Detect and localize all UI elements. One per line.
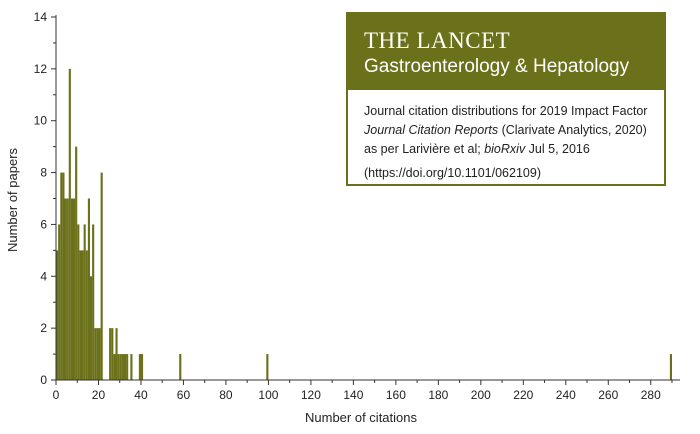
x-tick-label: 280 xyxy=(641,388,661,402)
histogram-bar xyxy=(109,328,112,380)
source-venue: bioRxiv xyxy=(484,142,526,156)
histogram-bar xyxy=(179,354,182,380)
x-axis-ticks: 0 20 40 60 80 100 120 140 160 180 200 220 240 260 280 xyxy=(53,380,673,402)
description-text: Journal citation distributions for 2019 … xyxy=(364,104,648,118)
histogram-bar xyxy=(87,198,90,380)
doi-link: (https://doi.org/10.1101/062109) xyxy=(364,166,541,180)
x-tick-label: 60 xyxy=(177,388,191,402)
histogram-bar xyxy=(98,328,101,380)
histogram-bar xyxy=(140,354,144,380)
x-tick-label: 120 xyxy=(301,388,321,402)
x-tick-label: 40 xyxy=(134,388,148,402)
histogram-bar xyxy=(58,224,61,380)
y-axis-ticks: 0 2 4 6 8 10 12 14 xyxy=(34,10,56,387)
report-name: Journal Citation Reports xyxy=(364,123,499,137)
y-tick-label: 12 xyxy=(34,62,48,76)
journal-title: THE LANCET xyxy=(364,28,511,53)
histogram-bar xyxy=(89,276,93,380)
journal-subtitle: Gastroenterology & Hepatology xyxy=(364,56,630,77)
histogram-bar xyxy=(56,250,59,380)
histogram-bar xyxy=(138,354,141,380)
histogram-bar xyxy=(60,172,63,380)
histogram-bar xyxy=(70,198,73,380)
journal-masthead: THE LANCET Gastroenterology & Hepatology xyxy=(348,14,664,90)
x-tick-label: 0 xyxy=(53,388,60,402)
description-line-2: Journal Citation Reports (Clarivate Anal… xyxy=(364,121,664,140)
histogram-bar xyxy=(669,354,672,380)
y-tick-label: 10 xyxy=(34,114,48,128)
x-tick-label: 140 xyxy=(343,388,363,402)
publisher-text: (Clarivate Analytics, 2020) xyxy=(498,123,647,137)
x-axis-title: Number of citations xyxy=(305,410,417,425)
histogram-bar xyxy=(83,224,86,380)
info-box-body: Journal citation distributions for 2019 … xyxy=(348,90,664,183)
histogram-bar xyxy=(111,328,114,380)
histogram-bar xyxy=(117,354,120,380)
journal-info-box: THE LANCET Gastroenterology & Hepatology… xyxy=(346,12,666,186)
source-date: Jul 5, 2016 xyxy=(525,142,590,156)
x-tick-label: 100 xyxy=(258,388,278,402)
histogram-bar xyxy=(126,354,129,380)
x-tick-label: 200 xyxy=(471,388,491,402)
x-tick-label: 80 xyxy=(219,388,233,402)
y-tick-label: 8 xyxy=(40,166,47,180)
histogram-bar xyxy=(85,250,88,380)
description-line-3: as per Larivière et al; bioRxiv Jul 5, 2… xyxy=(364,140,664,159)
histogram-bar xyxy=(94,328,97,380)
axes xyxy=(55,15,680,381)
histogram-bar xyxy=(79,250,82,380)
histogram-bar xyxy=(115,328,118,380)
histogram-bar xyxy=(130,354,133,380)
x-tick-label: 260 xyxy=(598,388,618,402)
histogram-bar xyxy=(96,328,99,380)
y-tick-label: 6 xyxy=(40,217,47,231)
histogram-bar xyxy=(121,354,124,380)
x-tick-label: 240 xyxy=(556,388,576,402)
histogram-bar xyxy=(92,224,95,380)
description-line-1: Journal citation distributions for 2019 … xyxy=(364,102,664,121)
histogram-bar xyxy=(119,354,122,380)
y-axis-title: Number of papers xyxy=(5,147,20,252)
histogram-bar xyxy=(75,146,78,380)
histogram-bar xyxy=(72,198,76,380)
histogram-bar xyxy=(81,250,84,380)
histogram-bar xyxy=(64,198,67,380)
y-tick-label: 14 xyxy=(34,10,48,24)
x-tick-label: 220 xyxy=(513,388,533,402)
x-tick-label: 180 xyxy=(428,388,448,402)
histogram-bar xyxy=(66,198,69,380)
histogram-bar xyxy=(68,68,71,380)
histogram-bar xyxy=(62,172,65,380)
histogram-bar xyxy=(100,172,103,380)
histogram-bar xyxy=(113,354,116,380)
doi-line: (https://doi.org/10.1101/062109) xyxy=(364,164,664,183)
x-tick-label: 20 xyxy=(92,388,106,402)
x-tick-label: 160 xyxy=(386,388,406,402)
y-tick-label: 0 xyxy=(40,373,47,387)
histogram-bars xyxy=(56,68,672,380)
y-tick-label: 2 xyxy=(40,321,47,335)
histogram-bar xyxy=(123,354,127,380)
y-tick-label: 4 xyxy=(40,269,47,283)
histogram-bar xyxy=(77,224,80,380)
histogram-bar xyxy=(266,354,269,380)
source-authors: as per Larivière et al; xyxy=(364,142,485,156)
